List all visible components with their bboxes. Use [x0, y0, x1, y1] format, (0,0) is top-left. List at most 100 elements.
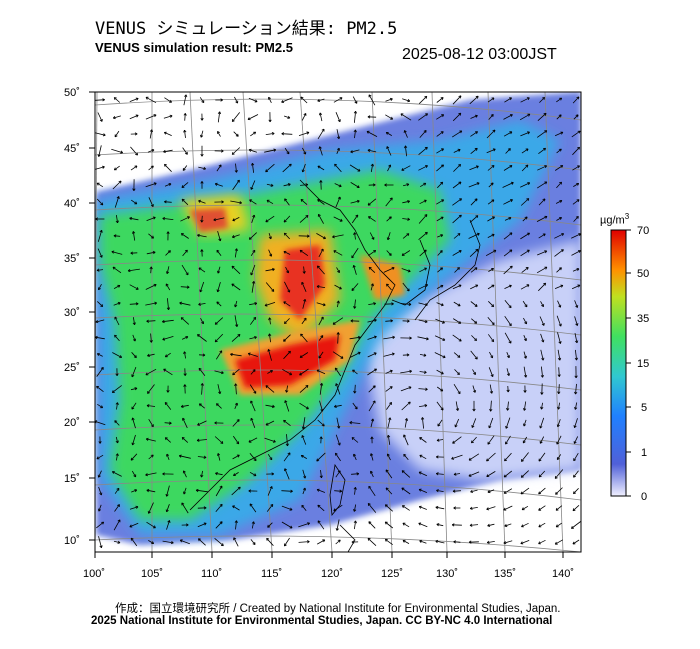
wind-arrow-head	[575, 340, 579, 344]
wind-arrow	[332, 317, 344, 325]
wind-arrow	[249, 302, 257, 306]
wind-arrow-head	[132, 188, 136, 192]
wind-arrow	[150, 266, 152, 274]
wind-arrow	[130, 537, 138, 547]
wind-arrow	[437, 250, 443, 256]
wind-arrow	[265, 420, 275, 426]
wind-arrow-head	[234, 248, 238, 252]
wind-arrow-head	[216, 249, 220, 253]
wind-arrow	[572, 199, 580, 205]
wind-arrow-head	[559, 217, 562, 220]
wind-arrow-head	[183, 384, 187, 387]
wind-arrow-head	[424, 146, 428, 150]
wind-arrow-head	[524, 216, 528, 220]
wind-arrow	[435, 540, 445, 544]
wind-arrow	[572, 165, 580, 171]
wind-arrow	[520, 97, 530, 103]
wind-arrow-head	[523, 390, 527, 393]
wind-arrow-head	[270, 504, 274, 507]
wind-arrow-head	[368, 521, 372, 525]
colorbar-label-70: 70	[637, 225, 649, 237]
wind-arrow	[333, 504, 343, 512]
wind-arrow	[235, 163, 237, 173]
wind-arrow-head	[179, 301, 183, 305]
lat-label-15: 15˚	[64, 473, 80, 485]
wind-arrow	[268, 249, 272, 257]
wind-arrow	[114, 130, 120, 138]
wind-arrow-head	[509, 165, 513, 168]
wind-arrow	[470, 267, 478, 273]
wind-arrow-head	[458, 321, 462, 324]
wind-arrow	[250, 131, 256, 137]
wind-arrow	[301, 282, 307, 292]
wind-arrow-head	[386, 283, 390, 287]
wind-arrow-head	[389, 197, 393, 201]
wind-arrow	[164, 164, 172, 172]
wind-arrow-head	[152, 250, 156, 255]
wind-arrow	[520, 249, 530, 257]
wind-arrow	[316, 233, 326, 239]
wind-arrow-head	[316, 488, 320, 492]
wind-arrow	[132, 434, 136, 446]
wind-arrow	[452, 318, 462, 324]
wind-arrow-head	[491, 199, 495, 203]
wind-arrow	[148, 197, 154, 207]
wind-arrow-head	[150, 424, 154, 428]
wind-arrow-head	[153, 525, 156, 529]
wind-arrow-head	[95, 320, 99, 324]
wind-arrow-head	[152, 216, 156, 220]
wind-arrow-head	[303, 113, 307, 116]
wind-arrow	[471, 418, 477, 428]
wind-arrow	[504, 217, 512, 221]
wind-arrow-head	[491, 268, 494, 271]
wind-arrow-head	[441, 148, 444, 152]
wind-arrow-head	[435, 539, 439, 544]
wind-arrow-head	[146, 319, 149, 323]
wind-arrow	[367, 352, 377, 358]
wind-arrow-head	[474, 304, 478, 307]
wind-arrow	[145, 96, 157, 104]
wind-arrow-head	[574, 391, 578, 395]
wind-arrow	[150, 333, 152, 343]
wind-arrow-head	[384, 183, 387, 187]
wind-arrow-head	[490, 182, 494, 186]
wind-arrow	[214, 333, 224, 343]
wind-arrow-head	[468, 473, 472, 477]
wind-arrow	[95, 166, 105, 170]
wind-arrow	[437, 419, 443, 427]
wind-arrow	[487, 199, 495, 205]
wind-arrow	[180, 216, 190, 222]
wind-arrow-head	[183, 113, 187, 116]
wind-arrow-head	[248, 489, 252, 493]
wind-arrow-head	[318, 355, 322, 359]
wind-arrow-head	[251, 521, 255, 525]
wind-arrow	[471, 318, 477, 324]
wind-arrow	[234, 402, 238, 410]
wind-arrow	[235, 383, 237, 395]
wind-arrow-head	[526, 284, 530, 288]
wind-arrow	[164, 132, 172, 136]
wind-arrow	[249, 471, 257, 477]
wind-arrow-head	[269, 457, 273, 461]
wind-arrow	[234, 300, 238, 308]
wind-arrow-head	[303, 299, 307, 302]
wind-arrow	[284, 281, 290, 293]
wind-arrow-head	[252, 542, 256, 545]
wind-arrow-head	[385, 469, 389, 473]
wind-arrow	[248, 353, 258, 357]
wind-arrow	[148, 540, 154, 544]
wind-arrow	[419, 371, 427, 373]
wind-arrow	[232, 217, 240, 221]
wind-arrow	[386, 216, 392, 222]
wind-arrow-head	[283, 419, 287, 423]
wind-arrow-head	[557, 374, 561, 377]
wind-arrow-head	[250, 186, 254, 190]
wind-arrow	[249, 317, 257, 325]
wind-arrow	[267, 522, 273, 528]
wind-arrow	[573, 436, 579, 444]
wind-arrow-head	[459, 198, 462, 202]
wind-arrow	[574, 333, 578, 343]
wind-arrow	[521, 452, 529, 462]
wind-arrow	[201, 383, 203, 395]
wind-arrow	[401, 401, 411, 411]
